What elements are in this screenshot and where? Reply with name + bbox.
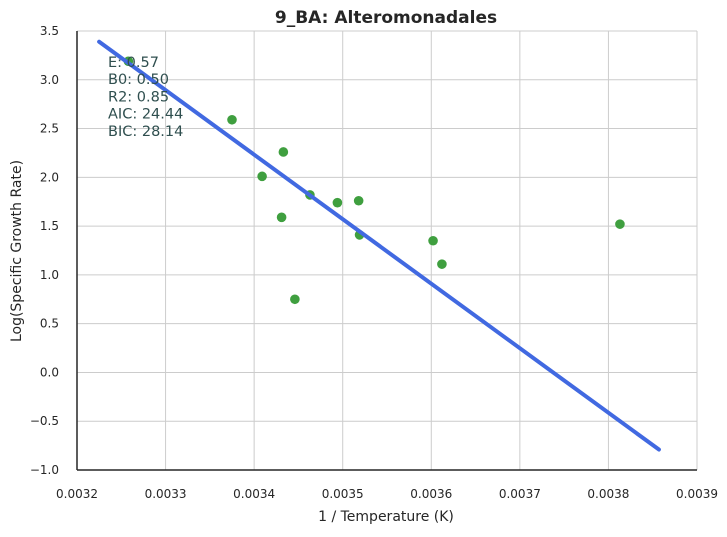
x-tick-label: 0.0036 [410,487,452,501]
fit-stat-line: R2: 0.85 [108,89,169,105]
fit-stat-line: AIC: 24.44 [108,107,183,123]
y-axis-label: Log(Specific Growth Rate) [9,160,25,342]
data-point [428,235,438,246]
data-point [437,259,447,269]
x-axis-label: 1 / Temperature (K) [318,509,454,525]
data-point [227,114,237,125]
data-point [276,212,287,223]
tick-labels: 0.0032 0.0033 0.0034 0.0035 0.0036 0.0037 0.00… [30,24,718,501]
x-tick-label: 0.0038 [587,487,629,501]
y-tick-label: −1.0 [30,463,59,477]
y-tick-label: 2.0 [40,170,59,184]
x-tick-label: 0.0035 [322,487,364,501]
fit-stat-line: E: 0.57 [108,55,159,71]
y-tick-label: 0.0 [40,365,59,379]
x-tick-label: 0.0033 [145,487,187,501]
data-point [290,294,300,305]
axes [76,31,697,471]
y-tick-label: −0.5 [30,414,59,428]
fit-stat-line: BIC: 28.14 [108,124,183,140]
data-point [615,219,625,229]
y-tick-label: 2.5 [40,122,59,136]
y-tick-label: 3.0 [40,73,59,87]
data-point [353,195,364,206]
data-point [257,171,267,182]
x-tick-label: 0.0034 [233,487,275,501]
y-tick-label: 0.5 [40,317,59,331]
data-point [332,197,343,208]
fit-line [97,39,661,452]
x-tick-label: 0.0032 [56,487,98,501]
x-tick-label: 0.0039 [676,487,718,501]
y-tick-label: 1.0 [40,268,59,282]
data-point [278,147,289,157]
y-tick-label: 3.5 [40,24,59,38]
fit-stat-line: B0: 0.50 [108,72,169,88]
x-tick-label: 0.0037 [499,487,541,501]
chart-title: 9_BA: Alteromonadales [275,8,497,28]
y-tick-label: 1.5 [40,219,59,233]
data-series [97,39,661,452]
